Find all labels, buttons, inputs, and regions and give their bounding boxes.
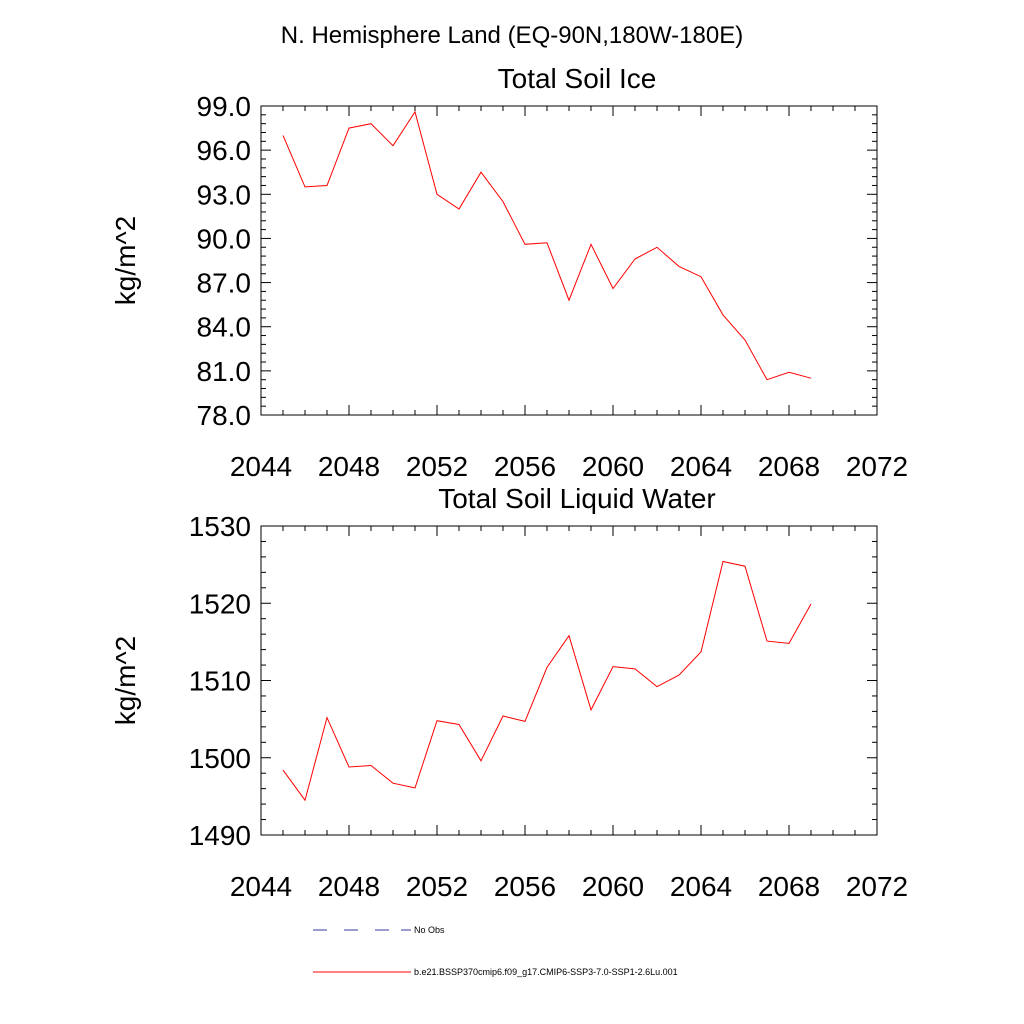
data-point: [458, 208, 460, 210]
legend: No Obs b.e21.BSSP370cmip6.f09_g17.CMIP6-…: [313, 925, 678, 977]
data-point: [766, 640, 768, 642]
data-point: [436, 720, 438, 722]
chart-title: Total Soil Ice: [498, 63, 657, 94]
data-point: [348, 127, 350, 129]
data-point: [546, 242, 548, 244]
data-point: [414, 111, 416, 113]
plot-frame: [260, 525, 878, 836]
data-point: [502, 201, 504, 203]
x-tick-label: 2044: [230, 871, 292, 902]
y-tick-label: 90.0: [197, 223, 252, 254]
x-tick-label: 2052: [406, 451, 468, 482]
data-point: [392, 782, 394, 784]
data-point: [480, 760, 482, 762]
series-line: [282, 110, 812, 381]
data-point: [634, 668, 636, 670]
x-tick-label: 2044: [230, 451, 292, 482]
y-tick-label: 93.0: [197, 179, 252, 210]
x-tick-label: 2072: [846, 871, 908, 902]
series-line: [282, 560, 812, 802]
data-point: [546, 667, 548, 669]
y-tick-label: 1490: [189, 820, 251, 851]
data-point: [524, 721, 526, 723]
plot-frame: [260, 105, 878, 416]
data-point: [282, 769, 284, 771]
data-point: [392, 145, 394, 147]
y-axis-label: kg/m^2: [110, 636, 141, 725]
x-tick-label: 2056: [494, 451, 556, 482]
x-tick-label: 2060: [582, 451, 644, 482]
x-tick-label: 2072: [846, 451, 908, 482]
chart-panels: Total Soil Ice 2044 2048 2052 2056 2060 2064 20…: [110, 63, 908, 902]
data-point: [348, 766, 350, 768]
y-tick-label: 96.0: [197, 135, 252, 166]
data-point: [590, 709, 592, 711]
x-tick-label: 2068: [758, 451, 820, 482]
data-point: [656, 246, 658, 248]
data-point: [304, 186, 306, 188]
x-tick-label: 2048: [318, 451, 380, 482]
legend-label-no-obs: No Obs: [414, 925, 445, 935]
y-tick-label: 84.0: [197, 312, 252, 343]
data-point: [590, 244, 592, 246]
y-tick-label: 78.0: [197, 400, 252, 431]
y-tick-label: 87.0: [197, 268, 252, 299]
data-point: [414, 787, 416, 789]
y-tick-label: 99.0: [197, 91, 252, 122]
legend-label-series: b.e21.BSSP370cmip6.f09_g17.CMIP6-SSP3-7.…: [414, 967, 678, 977]
chart-title: Total Soil Liquid Water: [438, 483, 716, 514]
data-point: [326, 185, 328, 187]
data-point: [700, 276, 702, 278]
y-axis-label: kg/m^2: [110, 216, 141, 305]
x-tick-label: 2068: [758, 871, 820, 902]
data-point: [678, 266, 680, 268]
data-point: [634, 258, 636, 260]
data-point: [766, 379, 768, 381]
data-point: [656, 686, 658, 688]
x-tick-label: 2060: [582, 871, 644, 902]
x-tick-label: 2056: [494, 871, 556, 902]
data-point: [612, 288, 614, 290]
data-point: [304, 799, 306, 801]
data-point: [700, 651, 702, 653]
region-title: N. Hemisphere Land (EQ-90N,180W-180E): [281, 22, 743, 49]
data-point: [458, 724, 460, 726]
chart-panel-1: Total Soil Ice 2044 2048 2052 2056 2060 2064 20…: [110, 63, 908, 482]
y-tick-label: 1500: [189, 743, 251, 774]
y-tick-label: 1520: [189, 588, 251, 619]
y-tick-label: 1530: [189, 511, 251, 542]
data-point: [678, 674, 680, 676]
data-point: [788, 643, 790, 645]
data-point: [568, 635, 570, 637]
data-point: [326, 717, 328, 719]
y-tick-label: 81.0: [197, 356, 252, 387]
data-point: [810, 603, 812, 605]
data-point: [744, 339, 746, 341]
data-point: [480, 171, 482, 173]
data-point: [788, 372, 790, 374]
data-point: [568, 299, 570, 301]
x-tick-label: 2052: [406, 871, 468, 902]
data-point: [436, 193, 438, 195]
x-tick-label: 2064: [670, 451, 732, 482]
data-point: [744, 565, 746, 567]
data-point: [722, 561, 724, 563]
data-point: [370, 123, 372, 125]
data-point: [722, 314, 724, 316]
y-tick-label: 1510: [189, 666, 251, 697]
data-point: [524, 244, 526, 246]
data-point: [502, 715, 504, 717]
data-point: [370, 765, 372, 767]
data-point: [282, 135, 284, 137]
x-tick-label: 2064: [670, 871, 732, 902]
x-tick-label: 2048: [318, 871, 380, 902]
chart-panel-2: Total Soil Liquid Water 2044 2048 2052 2056 2…: [110, 483, 908, 902]
data-point: [810, 377, 812, 379]
data-point: [612, 666, 614, 668]
